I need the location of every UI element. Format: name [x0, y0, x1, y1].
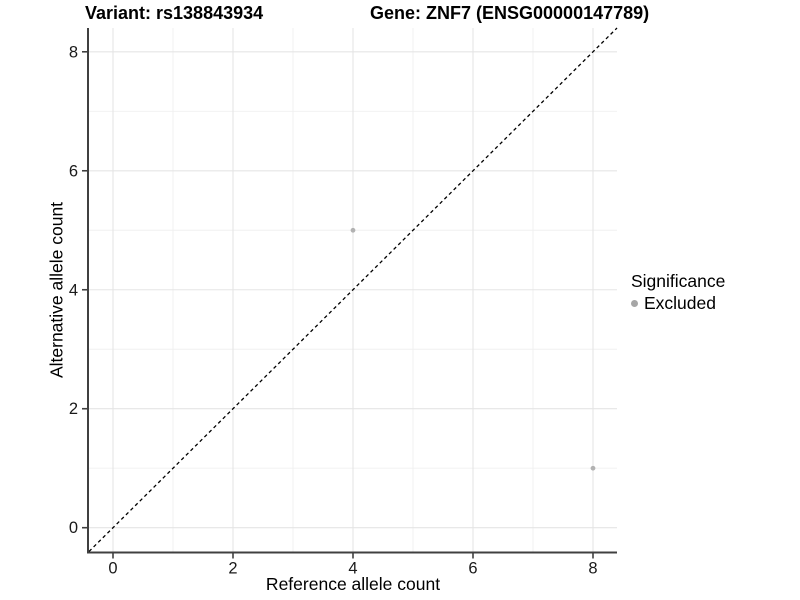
plot-title-variant: Variant: rs138843934 — [85, 3, 264, 23]
y-tick-label: 4 — [69, 281, 78, 299]
x-axis-title: Reference allele count — [265, 574, 441, 594]
x-tick-label: 2 — [228, 560, 237, 578]
y-axis-title: Alternative allele count — [46, 201, 67, 379]
identity-dashed-line — [88, 27, 618, 552]
y-tick-label: 2 — [69, 400, 78, 418]
data-point — [590, 465, 596, 471]
x-tick-label: 0 — [108, 560, 117, 578]
legend-point-icon — [631, 300, 638, 307]
plot-title-gene: Gene: ZNF7 (ENSG00000147789) — [370, 3, 650, 23]
x-tick-label: 8 — [588, 560, 597, 578]
legend: Significance Excluded — [631, 271, 725, 314]
legend-item-label: Excluded — [644, 293, 716, 313]
y-tick-label: 6 — [69, 162, 78, 180]
legend-item-excluded: Excluded — [631, 293, 725, 314]
data-point — [350, 227, 356, 233]
y-tick-label: 0 — [69, 519, 78, 537]
x-tick-label: 6 — [468, 560, 477, 578]
legend-title: Significance — [631, 271, 726, 291]
x-tick-label: 4 — [348, 560, 357, 578]
y-tick-label: 8 — [69, 43, 78, 61]
